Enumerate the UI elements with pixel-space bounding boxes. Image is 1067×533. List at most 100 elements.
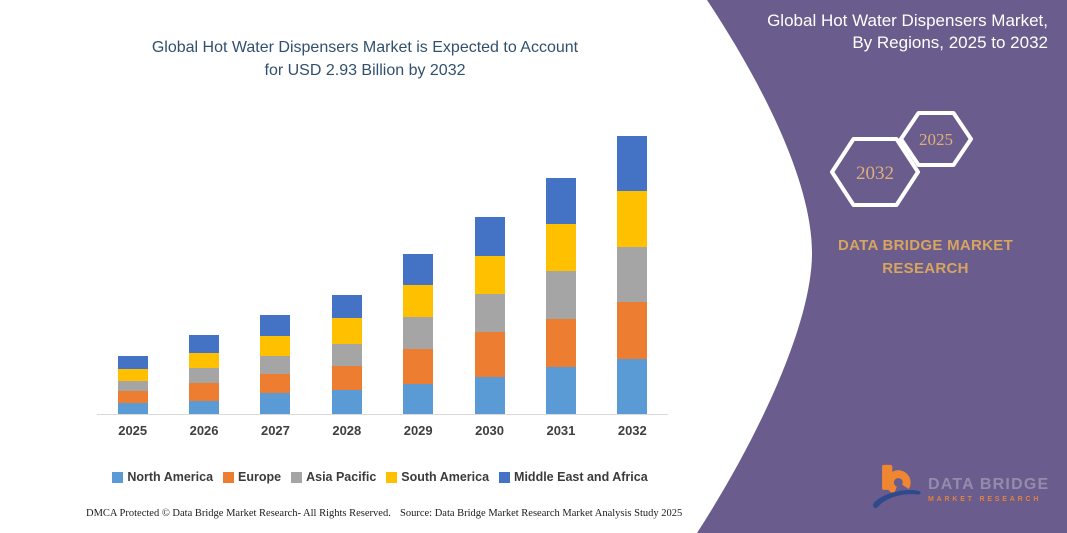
legend-label-asia-pacific: Asia Pacific [306, 470, 377, 484]
bar-segment-2027-middle-east-and-africa [260, 315, 291, 337]
bar-2029 [403, 254, 434, 414]
chart-title: Global Hot Water Dispensers Market is Ex… [70, 36, 660, 82]
bar-2028 [331, 295, 362, 414]
bar-segment-2030-middle-east-and-africa [474, 217, 505, 257]
bar-segment-2029-europe [403, 348, 434, 384]
x-tick-2028: 2028 [332, 423, 362, 438]
logo-text: DATA BRIDGE MARKET RESEARCH [928, 476, 1049, 503]
logo-swoosh [873, 490, 921, 509]
bar-column-2027 [240, 133, 311, 414]
bar-segment-2026-europe [189, 382, 220, 401]
bar-column-2031 [525, 133, 596, 414]
bar-segment-2032-north-america [617, 358, 648, 414]
x-tick-2031: 2031 [546, 423, 576, 438]
bar-segment-2031-south-america [545, 224, 576, 271]
bar-segment-2030-south-america [474, 256, 505, 295]
legend-label-middle-east-and-africa: Middle East and Africa [514, 470, 648, 484]
bar-segment-2028-south-america [331, 317, 362, 344]
bar-segment-2032-south-america [617, 190, 648, 247]
hexagon-2025-icon [899, 111, 973, 167]
hexagon-2032-icon [830, 137, 920, 207]
bar-segment-2030-asia-pacific [474, 294, 505, 333]
bar-2025 [117, 356, 148, 414]
legend-item-south-america: South America [386, 470, 489, 484]
plot-area [97, 133, 668, 415]
bar-column-2029 [383, 133, 454, 414]
bar-segment-2029-north-america [403, 383, 434, 414]
logo-mark-icon [873, 464, 921, 509]
panel-title-line2: By Regions, 2025 to 2032 [852, 33, 1048, 52]
bar-segment-2028-asia-pacific [331, 343, 362, 366]
bar-segment-2025-south-america [117, 369, 148, 381]
footer-source-text: Source: Data Bridge Market Research Mark… [400, 508, 683, 519]
bar-segment-2031-europe [545, 319, 576, 367]
x-tick-2032: 2032 [617, 423, 647, 438]
bar-segment-2031-middle-east-and-africa [545, 177, 576, 224]
legend-label-south-america: South America [401, 470, 490, 484]
bar-segment-2031-asia-pacific [545, 270, 576, 319]
bar-segment-2029-asia-pacific [403, 317, 434, 349]
legend-swatch-asia-pacific [291, 471, 303, 483]
chart-title-line2: for USD 2.93 Billion by 2032 [264, 62, 466, 79]
bar-segment-2026-middle-east-and-africa [189, 335, 220, 354]
bar-2026 [189, 335, 220, 414]
bar-column-2028 [311, 133, 382, 414]
chart-title-line1: Global Hot Water Dispensers Market is Ex… [151, 39, 579, 56]
bar-segment-2026-north-america [189, 400, 220, 414]
legend-item-europe: Europe [223, 470, 281, 484]
brand-wordmark: DATA BRIDGE MARKET RESEARCH [823, 234, 1028, 280]
bar-segment-2031-north-america [545, 366, 576, 414]
bar-segment-2025-middle-east-and-africa [117, 356, 148, 370]
legend-item-middle-east-and-africa: Middle East and Africa [499, 470, 648, 484]
bar-segment-2029-south-america [403, 284, 434, 318]
bar-2032 [617, 135, 648, 414]
hexagon-front-year: 2025 [919, 130, 953, 149]
logo-text-top: DATA BRIDGE [928, 475, 1050, 493]
logo-b-bowl [886, 470, 911, 495]
brand-line2: RESEARCH [882, 260, 969, 277]
year-hexagons: 2025 2032 [830, 111, 973, 207]
bar-segment-2027-north-america [260, 393, 291, 414]
bar-column-2032 [597, 133, 668, 414]
bar-segment-2032-middle-east-and-africa [617, 135, 648, 191]
bar-segment-2027-europe [260, 374, 291, 394]
panel-title: Global Hot Water Dispensers Market, By R… [688, 10, 1067, 54]
x-tick-2027: 2027 [260, 423, 290, 438]
company-logo: DATA BRIDGE MARKET RESEARCH [870, 460, 1049, 518]
bar-2027 [260, 315, 291, 414]
legend-label-europe: Europe [238, 470, 282, 484]
bar-segment-2030-europe [474, 332, 505, 377]
bar-segment-2025-asia-pacific [117, 380, 148, 392]
legend-swatch-middle-east-and-africa [499, 471, 511, 483]
hexagon-back-year: 2032 [856, 163, 894, 184]
legend-item-north-america: North America [112, 470, 213, 484]
logo-text-bottom: MARKET RESEARCH [928, 495, 1042, 503]
bar-segment-2028-middle-east-and-africa [331, 295, 362, 318]
bar-segment-2029-middle-east-and-africa [403, 254, 434, 285]
bar-column-2030 [454, 133, 525, 414]
bar-2030 [474, 217, 505, 414]
legend-swatch-south-america [386, 471, 398, 483]
bar-segment-2030-north-america [474, 376, 505, 414]
x-tick-2029: 2029 [403, 423, 433, 438]
bar-segment-2028-europe [331, 365, 362, 391]
bar-segment-2028-north-america [331, 390, 362, 414]
x-axis: 2025 2026 2027 2028 2029 2030 2031 2032 [97, 423, 668, 438]
bar-column-2025 [97, 133, 168, 414]
bar-segment-2026-south-america [189, 353, 220, 369]
legend-item-asia-pacific: Asia Pacific [291, 470, 376, 484]
legend-label-north-america: North America [127, 470, 214, 484]
bar-segment-2027-south-america [260, 336, 291, 357]
footer-dmca-text: DMCA Protected © Data Bridge Market Rese… [86, 508, 391, 519]
x-tick-2025: 2025 [118, 423, 148, 438]
bar-segment-2025-europe [117, 391, 148, 403]
bar-column-2026 [168, 133, 239, 414]
x-tick-2026: 2026 [189, 423, 219, 438]
x-tick-2030: 2030 [475, 423, 505, 438]
purple-panel-shape [697, 0, 1067, 533]
legend-swatch-north-america [112, 471, 124, 483]
bar-segment-2027-asia-pacific [260, 356, 291, 375]
brand-line1: DATA BRIDGE MARKET [837, 237, 1014, 254]
